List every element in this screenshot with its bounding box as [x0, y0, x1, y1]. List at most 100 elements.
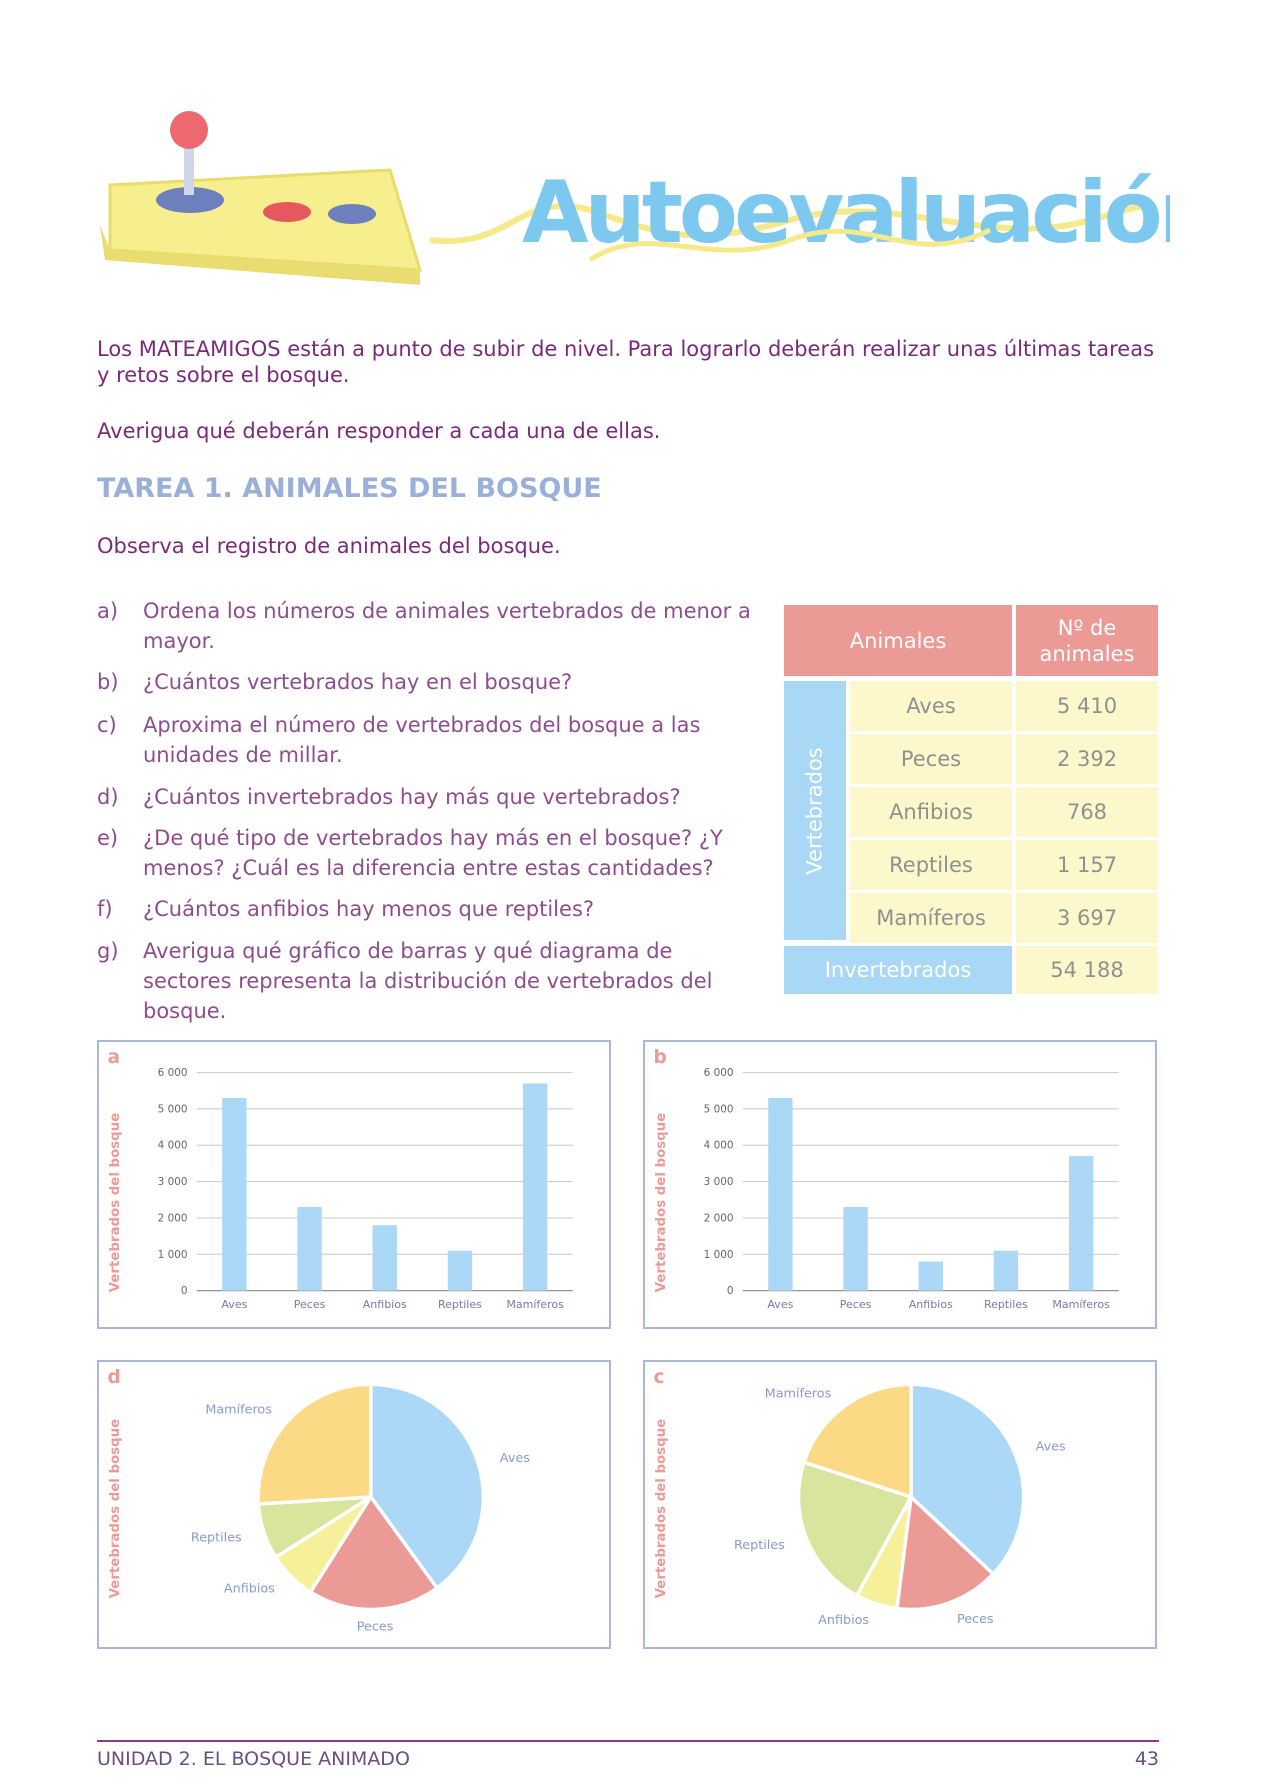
y-tick-label: 4 000: [704, 1140, 734, 1152]
y-tick-label: 1 000: [158, 1249, 188, 1261]
y-tick-label: 3 000: [158, 1176, 188, 1188]
table-cell: 3 697: [1016, 893, 1158, 943]
question-text: Averigua qué gráfico de barras y qué dia…: [143, 939, 713, 1023]
pie-slice: [801, 1382, 913, 1500]
slice-label: Mamíferos: [205, 1402, 272, 1417]
footer-text: UNIDAD 2. EL BOSQUE ANIMADO: [97, 1748, 410, 1770]
bar: [768, 1097, 793, 1291]
x-tick-label: Reptiles: [438, 1298, 482, 1311]
chart: d Vertebrados del bosque Aves Peces Anfibios…: [107, 1367, 530, 1634]
x-tick-label: Anfibios: [363, 1298, 407, 1311]
y-tick-label: 0: [181, 1285, 188, 1297]
y-tick-label: 2 000: [704, 1212, 734, 1224]
y-tick-label: 5 000: [158, 1103, 188, 1115]
x-tick-label: Mamíferos: [1052, 1298, 1110, 1311]
pie-slice: [796, 1459, 914, 1598]
question-letter: b): [97, 670, 119, 694]
slice-label: Peces: [957, 1612, 994, 1627]
table-group: Vertebrados: [784, 681, 846, 940]
x-tick-label: Anfibios: [909, 1298, 953, 1311]
bar: [222, 1097, 247, 1291]
chart-box: a Vertebrados del bosque 0 1 000 2 000 3 000 4…: [97, 1040, 611, 1329]
slice-label: Aves: [1036, 1439, 1066, 1454]
slice-label: Aves: [500, 1451, 530, 1466]
table-cell: Reptiles: [850, 840, 1012, 890]
intro-text: Averigua qué deberán responder a cada un…: [97, 419, 661, 443]
table-cell: Aves: [850, 681, 1012, 731]
bar: [843, 1207, 868, 1291]
bar: [993, 1250, 1019, 1291]
slice-label: Reptiles: [191, 1530, 242, 1545]
question-letter: c): [97, 713, 117, 737]
slice-label: Anfibios: [224, 1582, 275, 1597]
table-cell: Peces: [850, 734, 1012, 784]
y-axis-label: Vertebrados del bosque: [654, 1419, 669, 1598]
slice-label: Reptiles: [734, 1538, 785, 1553]
y-tick-label: 2 000: [158, 1212, 188, 1224]
table-cell: 54 188: [1016, 946, 1158, 994]
bar: [297, 1207, 322, 1291]
chart: c Vertebrados del bosque Aves Peces Anfibios…: [653, 1367, 1066, 1628]
pie-slice: [894, 1493, 996, 1612]
table-cell: Anfibios: [850, 787, 1012, 837]
table-header: Nº de animales: [1016, 605, 1158, 676]
chart-box: c Vertebrados del bosque Aves Peces Anfibios…: [643, 1360, 1157, 1649]
question-text: ¿Cuántos anfibios hay menos que reptiles…: [143, 897, 595, 921]
table-cell: 5 410: [1016, 681, 1158, 731]
footer-line: [97, 1740, 1159, 1742]
question-letter: d): [97, 785, 119, 809]
task-instruction: Observa el registro de animales del bosq…: [97, 534, 561, 558]
y-tick-label: 6 000: [704, 1067, 734, 1079]
table-cell: 2 392: [1016, 734, 1158, 784]
question-letter: f): [97, 897, 113, 921]
question-letter: g): [97, 939, 119, 963]
y-axis-label: Vertebrados del bosque: [654, 1113, 669, 1292]
slice-label: Mamíferos: [765, 1386, 832, 1401]
y-tick-label: 3 000: [704, 1176, 734, 1188]
pie-slice: [256, 1382, 373, 1506]
pie-slice: [308, 1493, 440, 1612]
table-cell: Mamíferos: [850, 893, 1012, 943]
chart: b Vertebrados del bosque 0 1 000 2 000 3 000 4…: [653, 1047, 1119, 1311]
table-cell: Invertebrados: [784, 946, 1012, 994]
chart-letter: b: [653, 1047, 666, 1068]
y-tick-label: 4 000: [158, 1140, 188, 1152]
pie-slice: [909, 1382, 1026, 1577]
x-tick-label: Mamíferos: [506, 1298, 564, 1311]
x-tick-label: Aves: [767, 1298, 793, 1311]
bar: [1068, 1156, 1094, 1291]
y-tick-label: 5 000: [704, 1103, 734, 1115]
y-tick-label: 6 000: [158, 1067, 188, 1079]
x-tick-label: Aves: [221, 1298, 247, 1311]
group-label: Vertebrados: [803, 746, 827, 875]
table-cell: 768: [1016, 787, 1158, 837]
question-text: ¿Cuántos vertebrados hay en el bosque?: [143, 670, 573, 694]
chart: a Vertebrados del bosque 0 1 000 2 000 3 000 4…: [107, 1047, 573, 1311]
y-axis-label: Vertebrados del bosque: [108, 1419, 123, 1598]
chart-letter: d: [107, 1367, 120, 1388]
question-letter: a): [97, 599, 119, 623]
y-axis-label: Vertebrados del bosque: [108, 1113, 123, 1292]
bar: [447, 1250, 473, 1291]
slice-label: Peces: [357, 1619, 394, 1634]
x-tick-label: Peces: [840, 1298, 872, 1311]
task-heading: TAREA 1. ANIMALES DEL BOSQUE: [97, 473, 602, 504]
pie-slice: [369, 1382, 486, 1591]
intro-text: Los MATEAMIGOS están a punto de subir de…: [97, 337, 1155, 387]
table-cell: 1 157: [1016, 840, 1158, 890]
chart-letter: c: [653, 1367, 664, 1388]
question-text: Ordena los números de animales vertebrad…: [143, 599, 751, 653]
chart-letter: a: [107, 1047, 120, 1068]
question-text: ¿De qué tipo de vertebrados hay más en e…: [143, 826, 723, 880]
bar: [372, 1225, 397, 1291]
bar: [522, 1083, 548, 1291]
chart-box: b Vertebrados del bosque 0 1 000 2 000 3 000 4…: [643, 1040, 1157, 1329]
y-tick-label: 1 000: [704, 1249, 734, 1261]
table-header: Animales: [784, 605, 1012, 676]
y-tick-label: 0: [727, 1285, 734, 1297]
question-letter: e): [97, 826, 119, 850]
x-tick-label: Peces: [294, 1298, 326, 1311]
question-text: ¿Cuántos invertebrados hay más que verte…: [143, 785, 681, 809]
question-text: Aproxima el número de vertebrados del bo…: [143, 713, 701, 767]
